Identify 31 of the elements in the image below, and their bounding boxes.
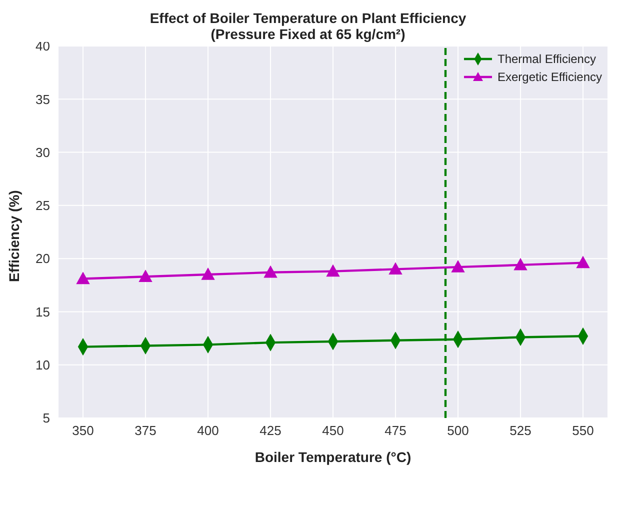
x-tick-label: 550 [572,423,594,438]
y-axis-title: Efficiency (%) [6,190,22,282]
x-tick-label: 400 [197,423,219,438]
y-tick-label: 35 [36,92,50,107]
chart-subtitle: (Pressure Fixed at 65 kg/cm²) [210,26,406,42]
point [202,268,214,280]
point [76,272,90,284]
legend-label: Exergetic Efficiency [498,70,602,84]
point [264,266,277,278]
point [389,262,402,274]
point [576,256,590,268]
x-tick-label: 425 [260,423,282,438]
y-tick-label: 15 [36,304,50,320]
x-tick-label: 375 [134,423,156,438]
x-tick-label: 350 [72,423,94,438]
chart-title: Effect of Boiler Temperature on Plant Efficiency [148,10,468,26]
point [326,264,340,277]
legend-label: Thermal Efficiency [498,52,596,66]
point [452,260,464,272]
y-tick-label: 10 [36,357,50,372]
y-tick-label: 30 [36,144,50,160]
x-tick-label: 525 [510,423,532,438]
x-tick-label: 450 [322,423,344,438]
y-tick-label: 20 [36,251,50,266]
y-tick-label: 25 [36,198,50,214]
y-tick-label: 5 [42,410,50,426]
x-axis-title: Boiler Temperature (°C) [254,449,412,465]
point [139,270,152,282]
x-tick-label: 500 [447,423,469,438]
point [514,258,527,270]
x-tick-label: 475 [384,423,406,438]
